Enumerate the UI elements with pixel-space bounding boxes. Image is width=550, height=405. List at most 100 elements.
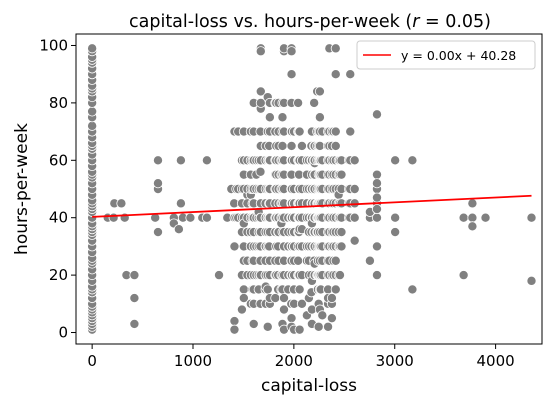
data-point (371, 241, 382, 252)
data-point (129, 293, 140, 304)
data-point (238, 284, 249, 295)
data-point (371, 169, 382, 180)
data-point (317, 310, 328, 321)
data-point (526, 275, 537, 286)
data-point (296, 140, 307, 151)
data-point (175, 198, 186, 209)
data-point (314, 112, 325, 123)
data-point (334, 270, 345, 281)
data-point (345, 126, 356, 137)
data-point (390, 227, 401, 238)
x-tick-label: 2000 (275, 352, 313, 370)
data-point (152, 155, 163, 166)
x-tick-label: 1000 (174, 352, 212, 370)
data-point (330, 43, 341, 54)
data-point (294, 324, 305, 335)
data-point (278, 293, 289, 304)
data-point (330, 126, 341, 137)
data-point (238, 293, 249, 304)
data-point (330, 140, 341, 151)
y-tick-label: 40 (49, 209, 68, 227)
y-tick-label: 100 (39, 36, 68, 54)
y-tick-label: 20 (49, 266, 68, 284)
data-point (371, 109, 382, 120)
legend-fit-label: y = 0.00x + 40.28 (401, 48, 516, 63)
data-point (326, 313, 337, 324)
data-point (229, 324, 240, 335)
data-point (371, 270, 382, 281)
data-point (286, 69, 297, 80)
data-point (467, 221, 478, 232)
data-point (173, 224, 184, 235)
data-point (330, 284, 341, 295)
data-point (349, 155, 360, 166)
data-point (262, 321, 273, 332)
data-point (349, 183, 360, 194)
data-point (407, 155, 418, 166)
data-point (349, 212, 360, 223)
data-point (277, 140, 288, 151)
data-point (407, 284, 418, 295)
data-point (309, 97, 320, 108)
data-point (323, 321, 334, 332)
data-point (330, 69, 341, 80)
data-point (480, 212, 491, 223)
data-point (467, 198, 478, 209)
data-point (152, 227, 163, 238)
x-tick-label: 3000 (376, 352, 414, 370)
data-point (229, 241, 240, 252)
data-point (296, 298, 307, 309)
data-point (201, 212, 212, 223)
data-point (185, 212, 196, 223)
data-point (87, 106, 98, 117)
data-point (345, 69, 356, 80)
data-point (264, 112, 275, 123)
y-axis: 0 20 40 60 80 100 (39, 36, 76, 342)
data-point (152, 178, 163, 189)
data-point (255, 46, 266, 57)
data-point (278, 304, 289, 315)
data-point (526, 212, 537, 223)
data-point (277, 112, 288, 123)
fit-line-layer (92, 194, 532, 218)
data-point (330, 255, 341, 266)
data-point (255, 86, 266, 97)
plot-frame (75, 33, 543, 345)
data-point (458, 270, 469, 281)
y-tick-label: 80 (49, 94, 68, 112)
data-point (371, 178, 382, 189)
data-point (326, 293, 337, 304)
data-point (371, 212, 382, 223)
data-points (87, 43, 537, 335)
data-point (201, 155, 212, 166)
data-point (458, 212, 469, 223)
data-point (314, 86, 325, 97)
data-point (294, 126, 305, 137)
data-point (467, 212, 478, 223)
data-point (236, 304, 247, 315)
data-point (371, 192, 382, 203)
data-point (129, 318, 140, 329)
chart-title: capital-loss vs. hours-per-week (r = 0.0… (129, 12, 491, 32)
data-point (129, 270, 140, 281)
data-point (349, 235, 360, 246)
data-point (364, 255, 375, 266)
data-point (270, 293, 281, 304)
data-point (255, 166, 266, 177)
data-point (175, 155, 186, 166)
x-tick-label: 0 (87, 352, 97, 370)
x-tick-label: 4000 (477, 352, 515, 370)
data-point (214, 270, 225, 281)
data-point (286, 46, 297, 57)
x-axis-label: capital-loss (261, 376, 357, 396)
data-point (293, 97, 304, 108)
data-point (371, 204, 382, 215)
data-point (262, 284, 273, 295)
data-point (87, 43, 98, 54)
data-point (336, 241, 347, 252)
y-tick-label: 60 (49, 151, 68, 169)
legend: y = 0.00x + 40.28 (356, 40, 536, 70)
data-point (286, 140, 297, 151)
data-point (116, 198, 127, 209)
